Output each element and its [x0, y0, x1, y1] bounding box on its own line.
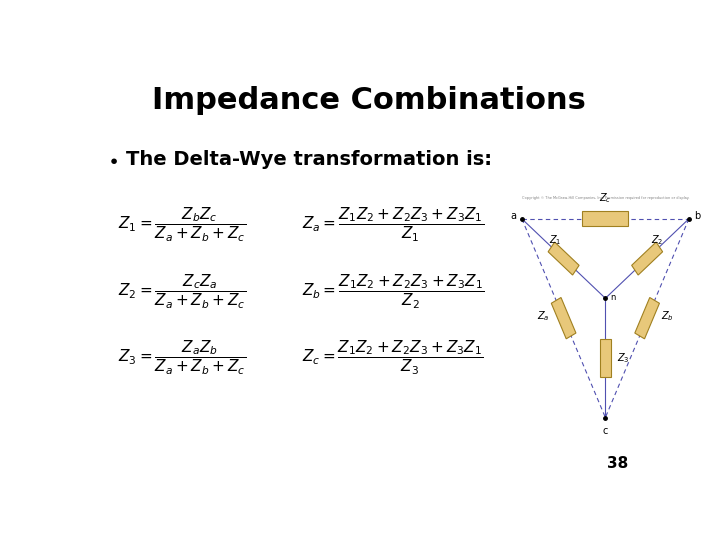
- Polygon shape: [600, 339, 611, 376]
- Text: b: b: [694, 211, 701, 221]
- Text: n: n: [611, 293, 616, 301]
- Text: 38: 38: [607, 456, 629, 471]
- Text: $Z_3 = \dfrac{Z_a Z_b}{Z_a + Z_b + Z_c}$: $Z_3 = \dfrac{Z_a Z_b}{Z_a + Z_b + Z_c}$: [118, 339, 246, 377]
- Text: $Z_c = \dfrac{Z_1 Z_2 + Z_2 Z_3 + Z_3 Z_1}{Z_3}$: $Z_c = \dfrac{Z_1 Z_2 + Z_2 Z_3 + Z_3 Z_…: [302, 339, 483, 377]
- Text: c: c: [603, 426, 608, 436]
- Text: $\bullet$: $\bullet$: [107, 150, 117, 169]
- Polygon shape: [548, 242, 579, 275]
- Text: $Z_2 = \dfrac{Z_c Z_a}{Z_a + Z_b + Z_c}$: $Z_2 = \dfrac{Z_c Z_a}{Z_a + Z_b + Z_c}$: [118, 273, 246, 311]
- Text: The Delta-Wye transformation is:: The Delta-Wye transformation is:: [126, 150, 492, 169]
- Text: $Z_1$: $Z_1$: [549, 234, 562, 247]
- Text: $Z_2$: $Z_2$: [652, 234, 664, 247]
- Text: $Z_3$: $Z_3$: [617, 351, 629, 365]
- Text: Copyright © The McGraw-Hill Companies, Inc. Permission required for reproduction: Copyright © The McGraw-Hill Companies, I…: [521, 197, 689, 200]
- Text: Impedance Combinations: Impedance Combinations: [152, 85, 586, 114]
- Text: $Z_c$: $Z_c$: [599, 191, 611, 205]
- Text: $Z_b$: $Z_b$: [661, 309, 674, 322]
- Text: $Z_1 = \dfrac{Z_b Z_c}{Z_a + Z_b + Z_c}$: $Z_1 = \dfrac{Z_b Z_c}{Z_a + Z_b + Z_c}$: [118, 206, 246, 244]
- Text: $Z_a = \dfrac{Z_1 Z_2 + Z_2 Z_3 + Z_3 Z_1}{Z_1}$: $Z_a = \dfrac{Z_1 Z_2 + Z_2 Z_3 + Z_3 Z_…: [302, 206, 484, 244]
- Polygon shape: [631, 242, 662, 275]
- Text: a: a: [510, 211, 517, 221]
- Text: $Z_a$: $Z_a$: [537, 309, 550, 322]
- Polygon shape: [582, 211, 629, 226]
- Polygon shape: [635, 298, 660, 339]
- Text: $Z_b = \dfrac{Z_1 Z_2 + Z_2 Z_3 + Z_3 Z_1}{Z_2}$: $Z_b = \dfrac{Z_1 Z_2 + Z_2 Z_3 + Z_3 Z_…: [302, 273, 485, 311]
- Polygon shape: [552, 298, 576, 339]
